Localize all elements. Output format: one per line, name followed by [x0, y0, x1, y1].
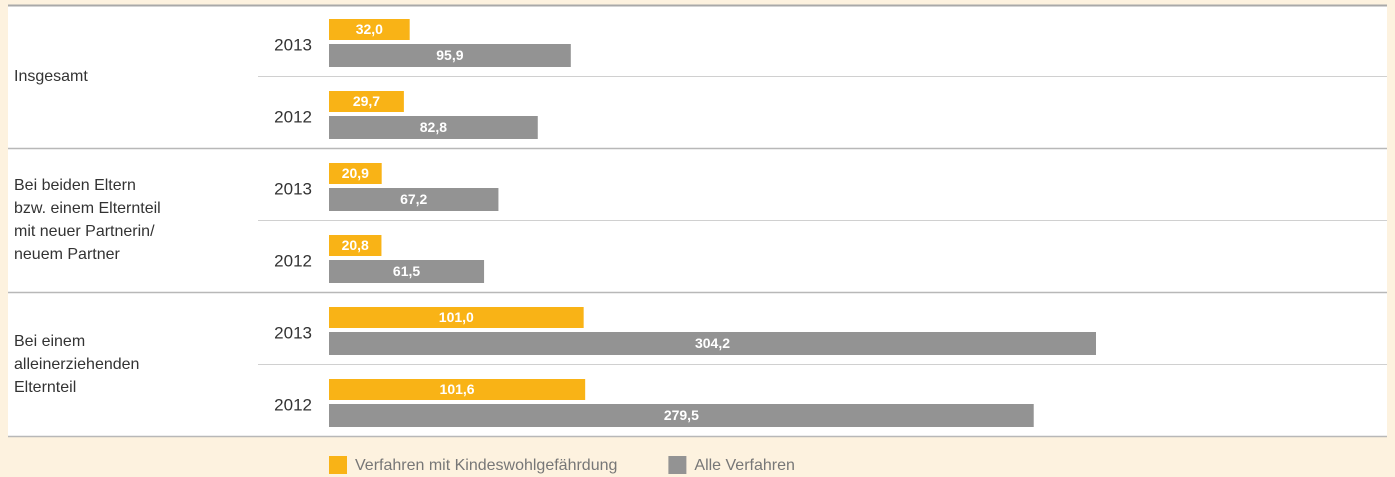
category-label: 2012 [274, 395, 312, 414]
bar [329, 379, 586, 400]
category-label: 2013 [274, 179, 312, 198]
value-label: 101,0 [439, 309, 474, 325]
bar [329, 163, 382, 184]
bar [329, 235, 382, 256]
value-label: 95,9 [436, 47, 463, 63]
value-label: 32,0 [356, 21, 383, 37]
bar [329, 307, 584, 328]
group-label: Insgesamt [14, 67, 88, 85]
value-label: 20,9 [342, 165, 369, 181]
category-label: 2012 [274, 251, 312, 270]
value-label: 101,6 [440, 381, 475, 397]
bar [329, 19, 410, 40]
bar [329, 332, 1096, 355]
value-label: 304,2 [695, 335, 730, 351]
bar [329, 91, 404, 112]
group-label: Bei beiden Eltern bzw. einem Elternteil … [14, 177, 161, 263]
category-label: 2013 [274, 35, 312, 54]
bar [329, 404, 1034, 427]
bar [329, 260, 485, 283]
value-label: 29,7 [353, 93, 380, 109]
legend-label: Verfahren mit Kindeswohlgefährdung [355, 457, 617, 474]
bar [329, 188, 499, 211]
category-label: 2012 [274, 107, 312, 126]
value-label: 67,2 [400, 191, 427, 207]
legend-swatch [329, 456, 347, 474]
value-label: 61,5 [393, 263, 420, 279]
value-label: 279,5 [664, 407, 699, 423]
value-label: 82,8 [420, 119, 447, 135]
value-label: 20,8 [342, 237, 369, 253]
legend-label: Alle Verfahren [694, 457, 795, 474]
group-label: Bei einem alleinerziehenden Elternteil [14, 332, 140, 396]
bar [329, 116, 538, 139]
legend-swatch [668, 456, 687, 474]
category-label: 2013 [274, 323, 312, 342]
bar [329, 44, 571, 67]
